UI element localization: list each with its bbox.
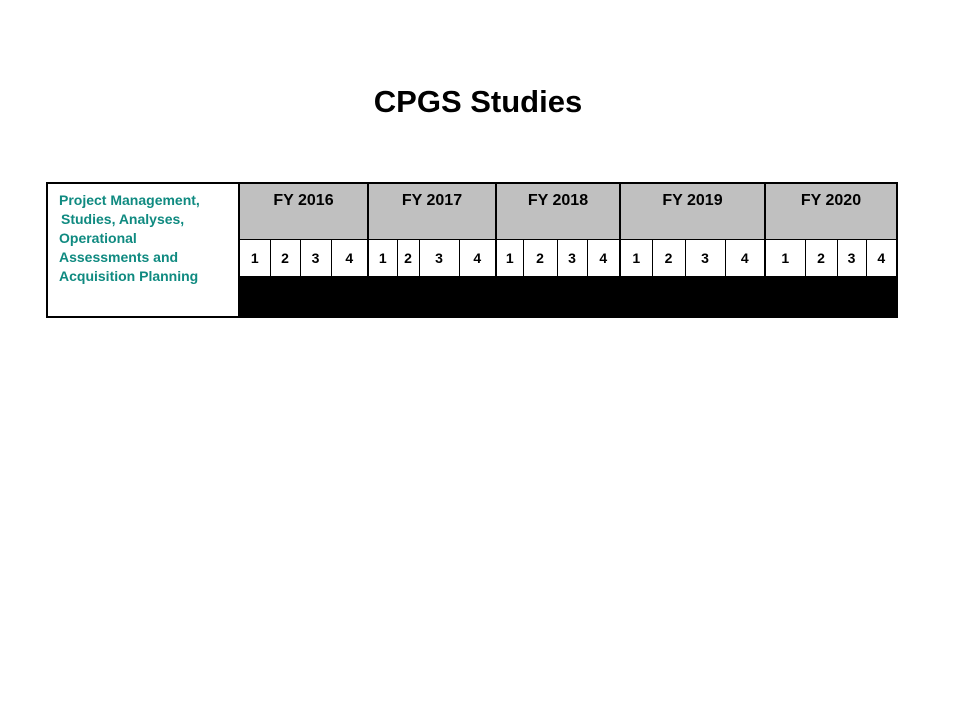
quarter-cell: 1 bbox=[764, 238, 806, 278]
fy-header-2017: FY 2017 bbox=[367, 181, 497, 240]
page-title: CPGS Studies bbox=[373, 84, 583, 119]
quarter-cell: 2 bbox=[396, 238, 420, 278]
quarter-cell: 4 bbox=[586, 238, 621, 278]
fy-header-2019: FY 2019 bbox=[619, 181, 766, 240]
row-label-cell: Project Management, Studies, Analyses, O… bbox=[46, 182, 240, 318]
quarter-cell: 3 bbox=[299, 238, 332, 278]
quarter-cell: 4 bbox=[865, 238, 898, 278]
row-label-line: Project Management, bbox=[59, 192, 200, 208]
fy-header-2020: FY 2020 bbox=[764, 181, 898, 240]
row-label-line: Operational bbox=[59, 230, 137, 246]
row-label-line: Studies, Analyses, bbox=[61, 211, 185, 227]
row-label-line: Acquisition Planning bbox=[59, 268, 199, 284]
row-label: Project Management, Studies, Analyses, O… bbox=[48, 184, 238, 286]
fy-header-2016: FY 2016 bbox=[238, 181, 369, 240]
quarter-cell: 3 bbox=[684, 238, 726, 278]
fy-header-2018: FY 2018 bbox=[495, 181, 621, 240]
quarter-cell: 2 bbox=[804, 238, 838, 278]
quarter-cell: 2 bbox=[651, 238, 686, 278]
quarter-cell: 4 bbox=[724, 238, 766, 278]
quarter-cell: 4 bbox=[458, 238, 497, 278]
quarter-cell: 2 bbox=[522, 238, 558, 278]
schedule-bar bbox=[238, 276, 898, 319]
quarter-cell: 1 bbox=[367, 238, 398, 278]
schedule-table: Project Management, Studies, Analyses, O… bbox=[46, 181, 898, 319]
row-label-line: Assessments and bbox=[59, 249, 179, 265]
quarter-cell: 3 bbox=[556, 238, 588, 278]
quarter-cell: 1 bbox=[495, 238, 524, 278]
quarter-cell: 3 bbox=[418, 238, 460, 278]
quarter-cell: 1 bbox=[238, 238, 271, 278]
quarter-cell: 1 bbox=[619, 238, 653, 278]
quarter-cell: 3 bbox=[836, 238, 867, 278]
quarter-cell: 2 bbox=[269, 238, 301, 278]
quarter-cell: 4 bbox=[330, 238, 369, 278]
